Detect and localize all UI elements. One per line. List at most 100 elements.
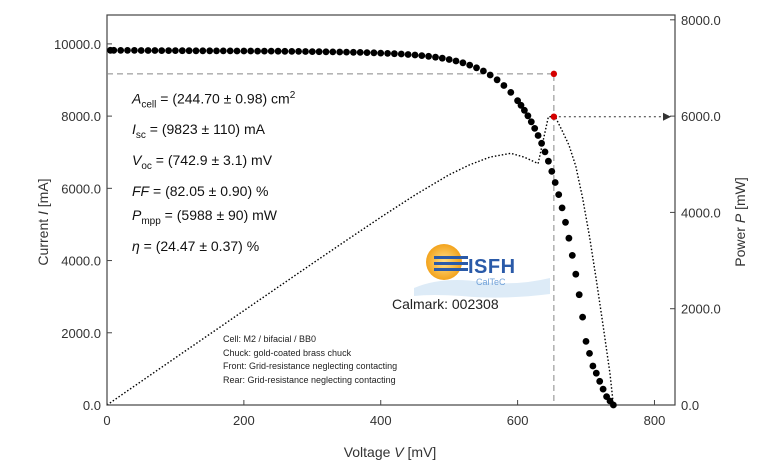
- logo-text: ISFH: [468, 256, 516, 278]
- y-left-tick-label: 4000.0: [61, 254, 101, 269]
- y-left-tick-label: 8000.0: [61, 109, 101, 124]
- current-point: [555, 191, 563, 199]
- mpp-power-marker: [550, 113, 558, 120]
- current-point: [233, 47, 241, 55]
- current-point: [302, 48, 309, 55]
- current-point: [178, 47, 186, 55]
- current-point: [329, 48, 337, 56]
- current-point: [558, 204, 566, 212]
- current-point: [480, 67, 487, 75]
- current-point: [586, 350, 593, 357]
- current-point: [500, 82, 508, 89]
- isfh-logo: [414, 244, 550, 298]
- current-point: [565, 234, 573, 242]
- mpp-current-marker: [550, 70, 558, 78]
- current-point: [117, 47, 125, 54]
- current-point: [562, 218, 569, 226]
- current-point: [336, 48, 344, 56]
- note-line: Front: Grid-resistance neglecting contac…: [223, 361, 398, 371]
- plot-border: [106, 14, 676, 406]
- current-point: [568, 252, 576, 259]
- note-line: Cell: M2 / bifacial / BB0: [223, 334, 317, 344]
- current-point: [545, 157, 552, 165]
- current-point: [548, 168, 556, 175]
- y-right-tick-label: 8000.0: [681, 13, 721, 28]
- current-point: [185, 47, 193, 55]
- current-point: [592, 369, 600, 377]
- current-point: [343, 48, 350, 56]
- current-point: [473, 64, 480, 72]
- current-point: [315, 48, 323, 56]
- current-point: [582, 338, 590, 345]
- current-point: [438, 54, 446, 62]
- current-point: [370, 49, 378, 57]
- power-axis-arrow: [663, 112, 671, 121]
- current-point: [404, 51, 412, 58]
- current-point: [466, 61, 474, 69]
- y-left-tick-label: 0.0: [83, 398, 101, 413]
- current-point: [531, 124, 539, 132]
- current-point: [350, 48, 357, 56]
- y-right-tick-label: 6000.0: [681, 109, 721, 124]
- current-point: [397, 50, 405, 58]
- current-point: [517, 101, 525, 109]
- y-right-axis-title: Power P [mW]: [732, 177, 748, 266]
- current-point: [206, 47, 214, 55]
- current-point: [425, 52, 432, 60]
- current-point: [610, 401, 617, 409]
- current-point: [356, 49, 364, 56]
- current-point: [151, 47, 159, 54]
- current-point: [267, 47, 275, 55]
- note-line: Rear: Grid-resistance neglecting contact…: [223, 374, 396, 385]
- current-point: [541, 148, 549, 156]
- current-point: [226, 47, 234, 55]
- current-point: [199, 47, 207, 55]
- current-point: [363, 49, 371, 56]
- current-point: [137, 47, 145, 54]
- current-point: [247, 47, 255, 55]
- current-point: [192, 47, 200, 55]
- current-point: [589, 362, 597, 370]
- current-point: [599, 385, 607, 393]
- current-point: [158, 47, 166, 54]
- parameter-line: FF = (82.05 ± 0.90) %: [132, 183, 269, 200]
- current-point: [418, 52, 426, 59]
- y-right-tick-label: 2000.0: [681, 302, 721, 317]
- current-point: [575, 291, 583, 299]
- current-point: [274, 47, 282, 55]
- parameter-line: η = (24.47 ± 0.37) %: [132, 237, 260, 254]
- current-point: [295, 48, 302, 55]
- current-point: [524, 112, 532, 120]
- current-point: [445, 56, 453, 63]
- current-point: [572, 270, 580, 278]
- x-tick-label: 800: [644, 413, 666, 428]
- y-left-tick-label: 6000.0: [61, 181, 101, 196]
- current-point: [551, 179, 559, 186]
- x-axis-title: Voltage V [mV]: [344, 444, 437, 460]
- current-point: [452, 57, 460, 65]
- parameter-line: Isc = (9823 ± 110) mA: [132, 121, 265, 142]
- current-point: [384, 50, 391, 57]
- current-point: [493, 76, 501, 84]
- mpp-markers: [550, 70, 558, 120]
- mpp-reference-lines: [107, 73, 671, 405]
- current-point: [521, 106, 528, 114]
- y-right-tick-label: 4000.0: [681, 205, 721, 220]
- current-point: [308, 48, 316, 55]
- current-point: [240, 47, 248, 55]
- current-point: [131, 47, 138, 54]
- parameter-line: Voc = (742.9 ± 3.1) mV: [132, 152, 273, 173]
- current-point: [459, 59, 467, 67]
- current-point: [172, 47, 179, 54]
- current-markers: [107, 46, 617, 409]
- current-point: [219, 47, 227, 55]
- current-point: [391, 50, 398, 58]
- current-point: [432, 53, 439, 61]
- current-point: [124, 47, 131, 54]
- current-point: [486, 71, 494, 79]
- y-left-tick-label: 10000.0: [54, 37, 101, 52]
- current-point: [288, 48, 296, 55]
- parameter-box: Acell = (244.70 ± 0.98) cm2 Isc = (9823 ±…: [132, 84, 295, 258]
- parameter-line: Acell = (244.70 ± 0.98) cm2: [132, 90, 296, 111]
